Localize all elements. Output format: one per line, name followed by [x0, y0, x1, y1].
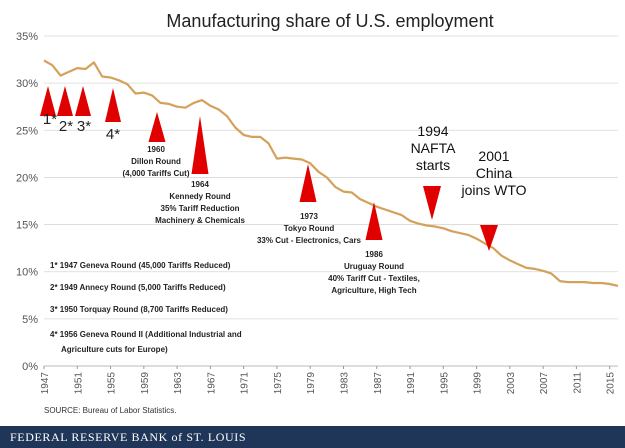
marker-label: 1960 Dillon Round (4,000 Tariffs Cut)	[123, 145, 190, 178]
x-tick-label: 2011	[572, 372, 583, 394]
footer-bar: FEDERAL RESERVE BANK of ST. LOUIS	[0, 426, 625, 448]
y-tick-label: 35%	[16, 31, 38, 43]
marker-triangle	[57, 86, 73, 116]
x-tick-label: 1955	[107, 372, 118, 395]
marker-triangle	[40, 86, 56, 116]
x-tick-label: 1947	[40, 372, 51, 395]
y-tick-label: 25%	[16, 125, 38, 137]
x-tick-label: 1975	[273, 372, 284, 395]
marker-label: 1964 Kennedy Round 35% Tariff Reduction Mac…	[155, 180, 245, 225]
marker-label: 2001 China joins WTO	[460, 148, 526, 198]
marker-triangle	[75, 86, 91, 116]
marker-label: 1994 NAFTA starts	[411, 123, 457, 173]
x-tick-label: 2015	[606, 372, 617, 395]
x-tick-label: 1987	[373, 372, 384, 395]
marker-triangle	[423, 186, 441, 220]
marker-triangle	[365, 202, 383, 240]
x-tick-label: 1971	[240, 372, 251, 395]
footnote-line: 4* 1956 Geneva Round II (Additional Indu…	[50, 330, 242, 339]
marker-label: 3*	[77, 118, 91, 135]
x-tick-label: 1979	[306, 372, 317, 395]
x-tick-label: 1963	[173, 372, 184, 395]
marker-label: 2*	[59, 118, 73, 135]
x-tick-label: 2007	[539, 372, 550, 395]
brand-logo-text: FEDERAL RESERVE BANK of ST. LOUIS	[10, 430, 247, 444]
marker-label: 4*	[106, 126, 120, 143]
marker-label: 1973 Tokyo Round 33% Cut - Electronics, Ca…	[257, 212, 362, 245]
y-tick-label: 5%	[22, 314, 38, 326]
footnote-line: 2* 1949 Annecy Round (5,000 Tariffs Redu…	[50, 283, 226, 292]
y-tick-label: 15%	[16, 220, 38, 232]
marker-triangle	[105, 88, 121, 122]
footnote-line: Agriculture cuts for Europe)	[61, 345, 168, 354]
y-tick-label: 30%	[16, 78, 38, 90]
marker-triangle	[148, 112, 166, 142]
footnote-line: 3* 1950 Torquay Round (8,700 Tariffs Red…	[50, 305, 228, 314]
x-tick-label: 2003	[506, 372, 517, 395]
series-line	[43, 59, 619, 287]
marker-label: 1986 Uruguay Round 40% Tariff Cut - Textil…	[328, 250, 420, 295]
chart-title: Manufacturing share of U.S. employment	[166, 11, 493, 31]
x-tick-label: 1959	[140, 372, 151, 395]
x-tick-label: 1995	[439, 372, 450, 395]
x-tick-label: 1983	[339, 372, 350, 395]
x-tick-label: 1967	[206, 372, 217, 395]
marker-label: 1*	[43, 111, 57, 128]
footnote-line: 1* 1947 Geneva Round (45,000 Tariffs Red…	[50, 261, 231, 270]
source-note: SOURCE: Bureau of Labor Statistics.	[44, 406, 177, 415]
x-tick-label: 1951	[73, 372, 84, 395]
x-tick-label: 1999	[473, 372, 484, 395]
y-tick-label: 0%	[22, 361, 38, 373]
marker-triangle	[480, 225, 498, 251]
x-tick-label: 1991	[406, 372, 417, 395]
chart-svg: Manufacturing share of U.S. employment 0…	[16, 11, 619, 395]
marker-triangle	[299, 164, 317, 202]
y-tick-label: 20%	[16, 172, 38, 184]
marker-triangle	[191, 116, 209, 174]
y-tick-label: 10%	[16, 267, 38, 279]
